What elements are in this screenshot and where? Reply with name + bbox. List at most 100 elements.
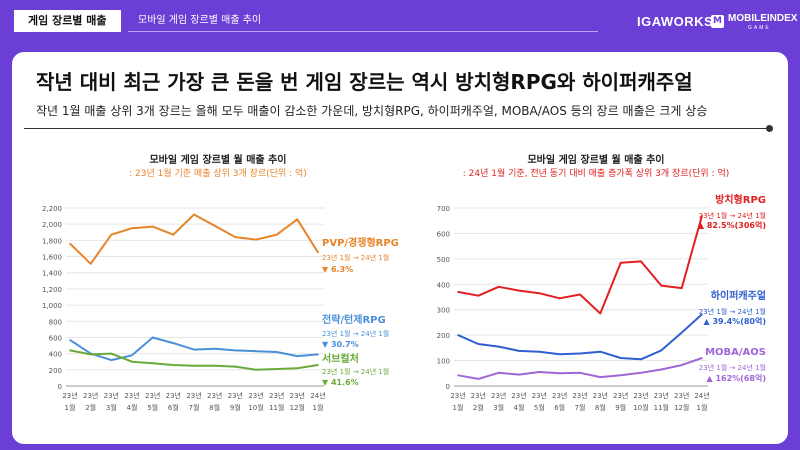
data-point-hyper <box>579 352 581 355</box>
y-tick-label: 1,600 <box>42 254 62 262</box>
series-change: ▲ 162%(68억) <box>707 373 766 383</box>
data-point-idle <box>477 294 480 297</box>
content-card <box>12 52 788 444</box>
series-label: 전략/턴제RPG <box>322 313 386 326</box>
data-point-strategy <box>255 350 257 353</box>
y-tick-label: 600 <box>49 334 62 342</box>
data-point-pvp <box>172 233 175 236</box>
series-change: ▼ 41.6% <box>322 378 359 387</box>
series-note: 23년 1월 → 24년 1월 <box>699 307 766 316</box>
y-tick-label: 600 <box>437 230 450 238</box>
y-tick-label: 400 <box>49 351 62 359</box>
x-tick-label-bottom: 12월 <box>290 403 305 412</box>
x-tick-label-top: 23년 <box>83 391 98 400</box>
x-tick-label-top: 23년 <box>613 391 628 400</box>
data-point-strategy <box>296 355 299 357</box>
data-point-subculture <box>69 349 71 352</box>
y-tick-label: 1,800 <box>42 237 62 245</box>
data-point-idle <box>680 287 683 289</box>
data-point-subculture <box>172 364 175 366</box>
header-divider <box>24 128 770 129</box>
data-point-hyper <box>538 350 541 353</box>
x-tick-label-top: 23년 <box>654 391 669 400</box>
series-label: PVP/경쟁형RPG <box>322 236 399 249</box>
series-note: 23년 1월 → 24년 1월 <box>322 367 389 376</box>
data-point-pvp <box>110 233 113 236</box>
series-line-moba <box>457 357 703 380</box>
series-change: ▼ 6.3% <box>322 265 353 274</box>
x-tick-label-bottom: 2월 <box>473 403 484 412</box>
data-point-idle <box>518 289 520 292</box>
igaworks-logo: IGAWORKS <box>637 14 714 29</box>
x-tick-label-bottom: 5월 <box>534 403 545 412</box>
top-bar: 게임 장르별 매출 모바일 게임 장르별 매출 추이 IGAWORKS M MO… <box>0 0 800 44</box>
y-tick-label: 200 <box>49 367 62 375</box>
divider-dot <box>766 125 773 132</box>
section-tag: 게임 장르별 매출 <box>14 10 121 32</box>
data-point-idle <box>538 292 541 294</box>
data-point-moba <box>640 371 642 374</box>
mobileindex-logo-icon: M <box>711 15 724 28</box>
data-point-hyper <box>558 353 561 356</box>
data-point-strategy <box>213 347 216 350</box>
chart-subtitle: : 24년 1월 기준, 전년 동기 대비 매출 증가폭 상위 3개 장르(단위… <box>463 167 729 179</box>
x-tick-label-top: 23년 <box>491 391 506 400</box>
data-point-hyper <box>701 313 703 316</box>
y-tick-label: 300 <box>437 307 450 315</box>
series-change: ▲ 39.4%(80억) <box>704 316 767 326</box>
x-tick-label-bottom: 1월 <box>65 403 76 412</box>
data-point-idle <box>497 286 500 288</box>
series-change: ▼ 30.7% <box>322 340 359 349</box>
data-point-hyper <box>619 357 622 359</box>
data-point-moba <box>660 368 663 371</box>
data-point-idle <box>599 312 602 315</box>
x-tick-label-bottom: 11월 <box>654 403 669 412</box>
x-tick-label-top: 23년 <box>104 391 119 400</box>
y-tick-label: 2,000 <box>42 221 62 229</box>
data-point-moba <box>497 371 500 374</box>
x-tick-label-bottom: 12월 <box>674 403 689 412</box>
data-point-hyper <box>599 350 602 353</box>
data-point-subculture <box>151 362 154 365</box>
y-tick-label: 1,200 <box>42 286 62 294</box>
data-point-moba <box>457 374 459 377</box>
x-tick-label-top: 23년 <box>572 391 587 400</box>
x-tick-label-bottom: 8월 <box>209 403 220 412</box>
data-point-pvp <box>255 238 257 241</box>
data-point-strategy <box>234 349 237 352</box>
data-point-pvp <box>69 242 71 245</box>
series-label: MOBA/AOS <box>705 347 766 358</box>
y-tick-label: 400 <box>437 281 450 289</box>
data-point-pvp <box>234 236 237 238</box>
series-change: ▲ 82.5%(306억) <box>698 220 766 230</box>
data-point-pvp <box>89 263 92 265</box>
x-tick-label-top: 23년 <box>186 391 201 400</box>
y-tick-label: 700 <box>437 205 450 213</box>
chart-title: 모바일 게임 장르별 월 매출 추이 <box>149 153 286 166</box>
y-tick-label: 1,000 <box>42 302 62 310</box>
data-point-pvp <box>213 225 216 227</box>
data-point-pvp <box>317 251 319 254</box>
x-tick-label-bottom: 8월 <box>595 403 606 412</box>
mobileindex-logo: MOBILEINDEX <box>728 13 798 24</box>
x-tick-label-bottom: 1월 <box>453 403 464 412</box>
page-subheadline: 작년 1월 매출 상위 3개 장르는 올해 모두 매출이 감소한 가운데, 방치… <box>36 104 708 118</box>
data-point-strategy <box>275 351 278 353</box>
data-point-subculture <box>131 360 133 363</box>
data-point-moba <box>680 364 683 366</box>
x-tick-label-bottom: 6월 <box>554 403 565 412</box>
x-tick-label-top: 23년 <box>552 391 567 400</box>
y-tick-label: 800 <box>49 318 62 326</box>
data-point-strategy <box>172 342 175 344</box>
x-tick-label-top: 23년 <box>511 391 526 400</box>
data-point-hyper <box>457 334 459 336</box>
series-note: 23년 1월 → 24년 1월 <box>699 363 766 372</box>
section-underline <box>128 31 598 32</box>
x-tick-label-top: 23년 <box>269 391 284 400</box>
data-point-pvp <box>131 227 133 230</box>
data-point-pvp <box>151 225 154 228</box>
data-point-pvp <box>193 213 195 216</box>
x-tick-label-top: 23년 <box>145 391 160 400</box>
series-line-idle <box>457 215 703 315</box>
y-tick-label: 0 <box>446 383 450 391</box>
